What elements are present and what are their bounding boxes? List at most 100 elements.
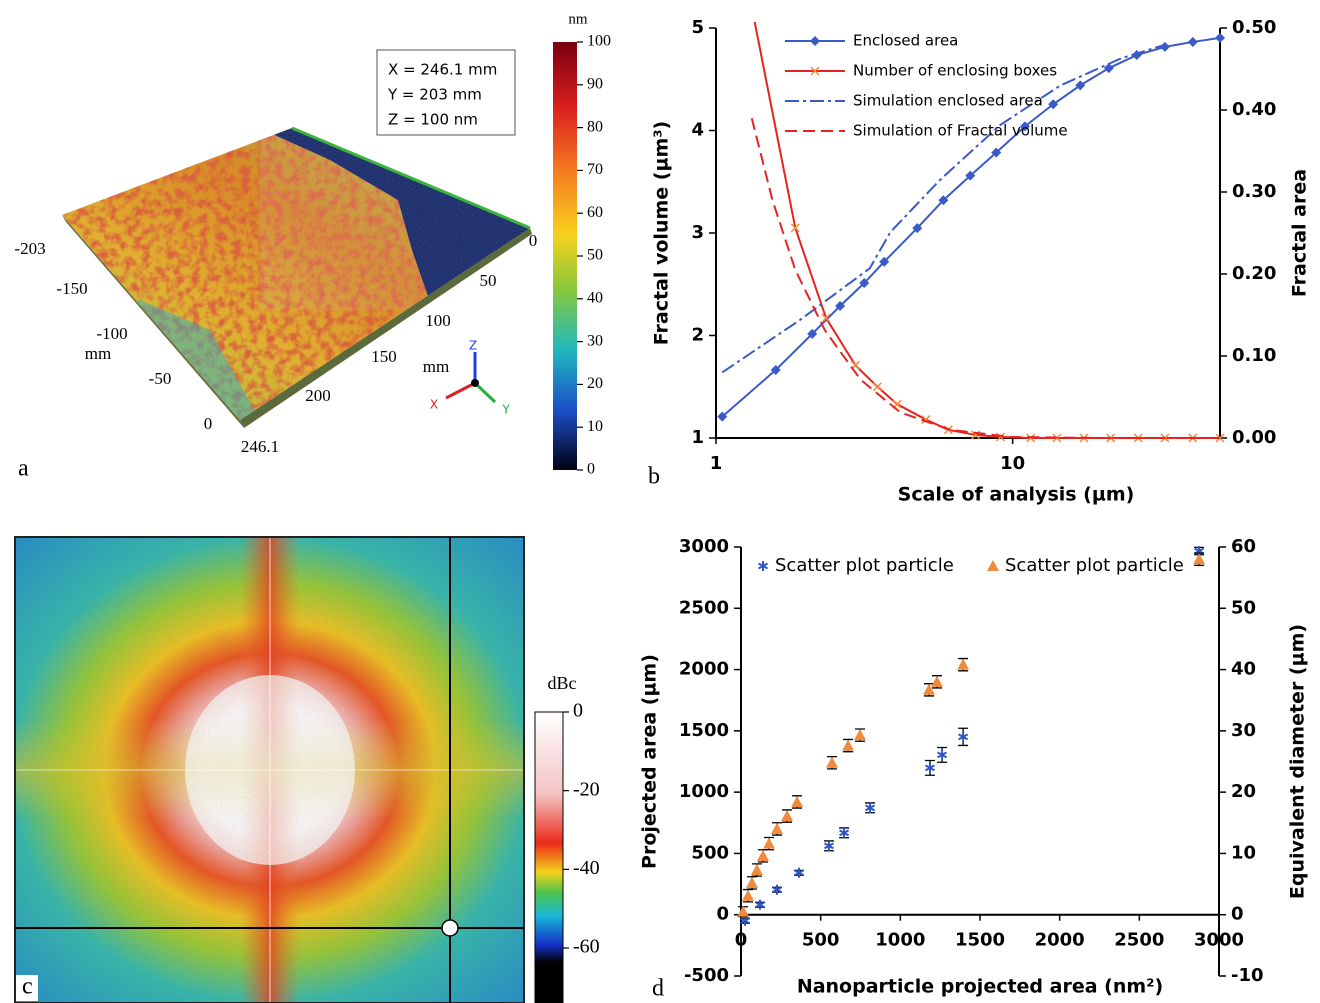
x-tick-label: 1000	[875, 930, 925, 951]
panel-label: b	[648, 464, 660, 490]
colorbar-tick-label: 70	[587, 161, 603, 178]
marker	[772, 884, 782, 895]
colorbar-tick-label: 0	[573, 700, 583, 722]
marker	[746, 0, 754, 1]
axis-label: -203	[14, 239, 45, 258]
axis-label: -50	[149, 369, 172, 388]
marker	[823, 840, 834, 851]
marker	[854, 729, 867, 741]
y2-tick-label: 0.20	[1232, 263, 1276, 284]
marker	[758, 561, 768, 571]
y2-tick-label: 60	[1231, 536, 1256, 557]
y-tick-label: 3	[691, 222, 704, 243]
colorbar-tick-label: 90	[587, 75, 603, 92]
y-axis-title: Fractal volume (µm³)	[651, 121, 673, 346]
legend-label: Scatter plot particle	[775, 555, 954, 576]
marker	[924, 762, 935, 773]
colorbar-unit: nm	[568, 11, 588, 27]
colorbar-tick-label: 0	[587, 461, 595, 478]
y-tick-label: 500	[691, 842, 729, 863]
x-tick-label: 10	[1000, 453, 1025, 474]
colorbar-tick-label: 30	[587, 332, 603, 349]
marker	[865, 802, 876, 813]
marker	[1159, 41, 1170, 52]
axis-label: 246.1	[241, 437, 279, 456]
x-tick-label: 2000	[1035, 930, 1085, 951]
axis-label: 0	[529, 231, 538, 250]
marker	[839, 827, 850, 838]
legend-label: Scatter plot particle	[1005, 555, 1184, 576]
axis-label: 0	[204, 414, 213, 433]
axis-label: -100	[96, 324, 127, 343]
panel-label: a	[18, 456, 29, 482]
y-tick-label: 2	[691, 325, 704, 346]
colorbar-tick-label: 10	[587, 418, 603, 435]
y-tick-label: 2500	[679, 597, 729, 618]
axis-label: 150	[371, 347, 397, 366]
marker	[807, 328, 818, 339]
marker	[923, 683, 936, 695]
legend-label: Number of enclosing boxes	[853, 62, 1057, 80]
colorbar-tick-label: 40	[587, 289, 603, 306]
y2-tick-label: 0	[1231, 904, 1244, 925]
marker	[794, 867, 804, 878]
marker	[991, 147, 1002, 158]
axis-label: -150	[56, 279, 87, 298]
colorbar-unit: dBc	[548, 673, 577, 693]
y2-axis-title: Equivalent diameter (µm)	[1287, 624, 1309, 899]
y-tick-label: 1	[691, 427, 704, 448]
marker	[1075, 80, 1086, 91]
info-text: Y = 203 mm	[387, 86, 482, 104]
axis-label: 50	[480, 271, 497, 290]
y2-tick-label: 0.00	[1232, 427, 1276, 448]
marker	[756, 849, 769, 861]
marker	[842, 739, 855, 751]
info-text: Z = 100 nm	[388, 111, 478, 129]
marker	[825, 756, 838, 768]
x-tick-label: 0	[735, 930, 748, 951]
y-tick-label: 1000	[679, 781, 729, 802]
colorbar-tick-label: 50	[587, 247, 603, 264]
axis-label: 100	[425, 311, 451, 330]
axis-label: 200	[305, 386, 331, 405]
y-tick-label: 0	[716, 904, 729, 925]
marker	[791, 795, 804, 807]
series-line	[750, 117, 1220, 439]
marker	[930, 675, 943, 687]
marker	[810, 66, 820, 76]
y-tick-label: -500	[684, 965, 729, 986]
marker	[771, 822, 784, 834]
marker	[1019, 121, 1030, 132]
x-axis-title: Nanoparticle projected area (nm²)	[797, 976, 1163, 998]
series-line	[721, 36, 1221, 418]
surface-image	[62, 42, 577, 470]
panel-label: d	[652, 976, 664, 1002]
y-tick-label: 4	[691, 120, 704, 141]
marker	[717, 411, 728, 422]
colorbar-tick-label: 60	[587, 204, 603, 221]
series-line	[721, 43, 1167, 374]
marker	[879, 256, 890, 267]
x-tick-label: 500	[802, 930, 840, 951]
y2-axis-title: Fractal area	[1289, 169, 1311, 297]
y-axis-title: Projected area (µm)	[639, 654, 661, 869]
x-axis-title: Scale of analysis (µm)	[898, 484, 1135, 506]
marker	[958, 731, 969, 742]
marker	[745, 876, 758, 888]
y2-tick-label: 0.10	[1232, 345, 1276, 366]
x-tick-label: 3000	[1194, 930, 1244, 951]
info-text: X = 246.1 mm	[388, 61, 497, 79]
marker	[957, 658, 970, 670]
y-tick-label: 1500	[679, 720, 729, 741]
y2-tick-label: 50	[1231, 597, 1256, 618]
marker	[995, 432, 1006, 442]
legend-label: Simulation enclosed area	[853, 92, 1043, 110]
y2-tick-label: -10	[1231, 965, 1264, 986]
y-tick-label: 2000	[679, 659, 729, 680]
marker	[763, 837, 776, 849]
marker	[859, 278, 870, 289]
marker	[835, 300, 846, 311]
marker	[790, 223, 800, 233]
y2-tick-label: 0.50	[1232, 17, 1276, 38]
